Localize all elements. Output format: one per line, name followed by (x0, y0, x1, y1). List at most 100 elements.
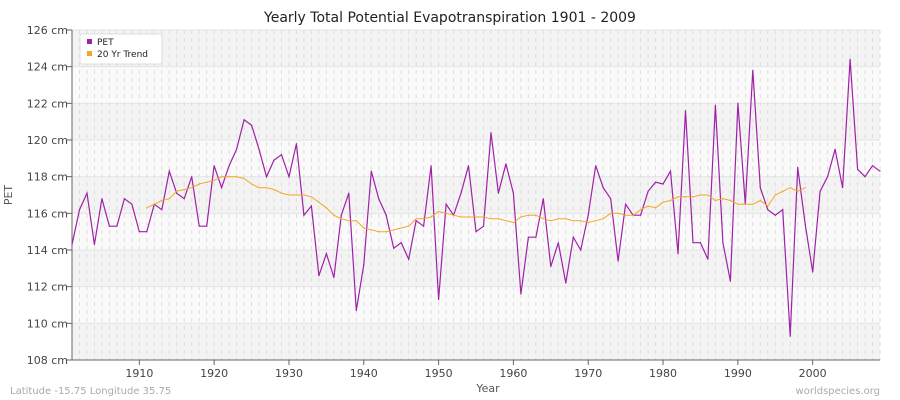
trend-data-point (273, 188, 275, 191)
pet-data-point (183, 198, 185, 200)
pet-data-point (864, 176, 866, 178)
pet-data-point (385, 214, 387, 216)
pet-data-point (408, 258, 410, 260)
pet-data-point (101, 198, 103, 200)
trend-data-point (318, 201, 320, 203)
trend-data-point (625, 214, 627, 216)
pet-data-point (565, 282, 567, 284)
x-tick-label: 1990 (724, 367, 752, 380)
pet-data-point (206, 225, 208, 227)
trend-data-point (759, 199, 761, 202)
trend-data-point (265, 187, 268, 189)
pet-data-point (116, 225, 118, 227)
pet-data-point (228, 165, 230, 167)
pet-data-point (856, 168, 859, 170)
pet-data-point (415, 220, 417, 222)
pet-data-point (610, 198, 612, 200)
trend-data-point (714, 199, 717, 202)
trend-data-point (707, 194, 709, 196)
pet-data-point (677, 253, 679, 255)
y-tick-label: 122 cm (27, 97, 68, 110)
y-tick-label: 112 cm (27, 281, 68, 294)
trend-data-point (295, 194, 298, 196)
trend-data-point (610, 212, 612, 214)
pet-data-point (146, 231, 148, 233)
trend-data-point (662, 201, 664, 203)
trend-data-point (587, 221, 589, 224)
trend-data-point (475, 216, 477, 218)
trend-data-point (423, 218, 425, 220)
pet-data-point (654, 181, 657, 183)
x-tick-label: 1960 (499, 367, 527, 380)
pet-data-point (827, 176, 829, 178)
trend-data-point (744, 203, 746, 205)
pet-data-point (295, 143, 298, 145)
pet-data-point (617, 260, 619, 262)
credit-label: worldspecies.org (796, 386, 880, 397)
trend-data-point (198, 183, 200, 185)
pet-data-point (699, 242, 702, 244)
pet-data-point (602, 187, 604, 189)
trend-data-point (370, 229, 372, 231)
trend-data-point (677, 196, 679, 198)
pet-data-point (318, 275, 320, 277)
trend-data-point (580, 220, 582, 222)
pet-data-point (797, 166, 799, 169)
pet-data-point (340, 214, 342, 216)
y-tick-label: 120 cm (27, 134, 68, 147)
pet-data-point (729, 280, 731, 282)
trend-data-point (557, 218, 559, 220)
x-tick-label: 1970 (574, 367, 602, 380)
pet-data-point (804, 223, 806, 225)
trend-data-point (408, 225, 410, 227)
trend-data-point (565, 218, 567, 220)
trend-data-point (684, 196, 687, 198)
trend-data-point (602, 218, 604, 220)
trend-data-point (460, 216, 462, 218)
pet-data-point (191, 176, 193, 178)
legend: PET 20 Yr Trend (79, 33, 163, 65)
trend-data-point (348, 220, 350, 222)
pet-data-point (176, 192, 178, 194)
pet-data-point (250, 124, 253, 126)
trend-data-point (235, 176, 238, 178)
trend-data-point (767, 205, 769, 207)
pet-data-point (93, 243, 96, 246)
trend-data-point (340, 218, 342, 220)
pet-data-point (467, 165, 470, 167)
pet-data-point (497, 192, 500, 194)
pet-data-point (482, 225, 485, 227)
pet-data-point (595, 165, 597, 167)
y-tick-label: 126 cm (27, 24, 68, 37)
trend-data-point (520, 216, 522, 218)
pet-data-point (400, 242, 402, 244)
pet-data-point (348, 192, 350, 194)
pet-data-point (243, 119, 245, 121)
pet-data-point (752, 69, 754, 71)
pet-data-point (714, 104, 717, 106)
x-tick-label: 2000 (799, 367, 827, 380)
pet-data-point (722, 242, 724, 244)
trend-data-point (497, 218, 500, 220)
pet-data-point (767, 209, 769, 211)
pet-data-point (168, 170, 170, 172)
pet-data-point (684, 110, 687, 112)
trend-data-point (669, 199, 672, 202)
pet-data-point (572, 236, 574, 238)
pet-data-point (505, 163, 507, 165)
pet-data-point (759, 187, 761, 189)
trend-data-point (632, 214, 634, 216)
pet-data-point (639, 214, 642, 216)
pet-data-point (138, 231, 140, 233)
trend-data-point (325, 207, 327, 209)
trend-data-point (363, 227, 365, 229)
trend-data-point (639, 209, 642, 211)
pet-data-point (333, 276, 335, 279)
pet-data-point (535, 236, 537, 238)
pet-data-point (355, 309, 357, 312)
pet-data-point (161, 209, 163, 211)
trend-data-point (774, 194, 776, 196)
legend-label-trend: 20 Yr Trend (97, 50, 148, 60)
legend-label-pet: PET (97, 38, 114, 48)
